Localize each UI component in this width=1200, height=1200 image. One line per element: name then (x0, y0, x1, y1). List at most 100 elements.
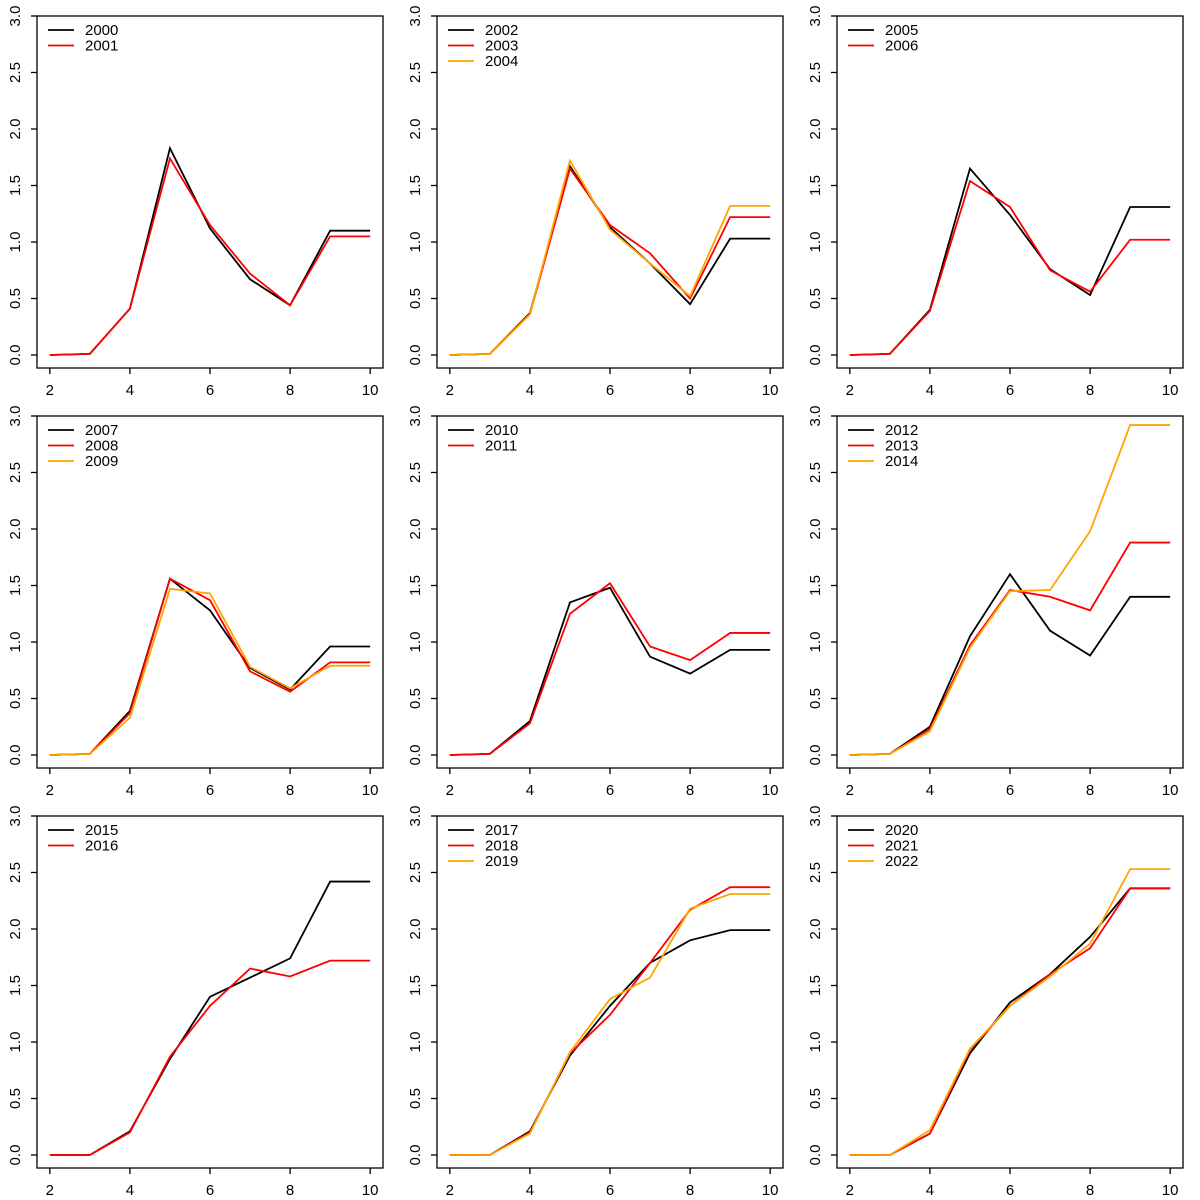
series-line-2005 (849, 166, 1171, 356)
y-axis-tick-label: 1.0 (407, 632, 424, 653)
x-axis-tick-label: 8 (286, 782, 294, 799)
legend-label-2013: 2013 (885, 438, 918, 455)
series-line-2004 (449, 158, 771, 356)
x-axis-tick-label: 2 (46, 1182, 54, 1199)
y-axis-tick-label: 1.0 (7, 232, 24, 253)
legend-label-2003: 2003 (485, 38, 518, 55)
legend-label-2019: 2019 (485, 853, 518, 870)
legend-label-2021: 2021 (885, 838, 918, 855)
y-axis-tick-label: 1.0 (807, 632, 824, 653)
chart-panel-2000-2001: 2 4 6 8 10 0.0 0.5 1.0 1.5 2.0 2.5 3.0 2000 2001 (0, 0, 400, 400)
x-axis-tick-label: 4 (126, 382, 134, 399)
legend-label-2018: 2018 (485, 838, 518, 855)
legend-label-2001: 2001 (85, 38, 118, 55)
x-axis-tick-label: 6 (606, 782, 614, 799)
series-line-2021 (849, 887, 1171, 1156)
series-line-2001 (49, 156, 371, 356)
series-line-2017 (449, 929, 771, 1156)
legend-label-2015: 2015 (85, 822, 118, 839)
y-axis-tick-label: 1.5 (7, 175, 24, 196)
y-axis-tick-label: 0.5 (407, 688, 424, 709)
x-axis-tick-label: 8 (686, 382, 694, 399)
series-line-2008 (49, 577, 371, 756)
y-axis-tick-label: 2.5 (407, 462, 424, 483)
y-axis-tick-label: 2.5 (807, 862, 824, 883)
y-axis-tick-label: 2.5 (407, 862, 424, 883)
plot-box (836, 15, 1184, 369)
chart-panel-2012-2014: 2 4 6 8 10 0.0 0.5 1.0 1.5 2.0 2.5 3.0 2012 2013 2014 (800, 400, 1200, 800)
x-axis-tick-label: 6 (1006, 782, 1014, 799)
y-axis-tick-label: 2.0 (7, 119, 24, 140)
legend-label-2016: 2016 (85, 838, 118, 855)
x-axis-tick-label: 8 (1086, 1182, 1094, 1199)
y-axis-tick-label: 1.0 (807, 232, 824, 253)
x-axis-tick-label: 10 (362, 382, 379, 399)
y-axis-tick-label: 2.0 (7, 919, 24, 940)
x-axis-tick-label: 8 (686, 1182, 694, 1199)
x-axis-tick-label: 8 (1086, 382, 1094, 399)
y-axis-tick-label: 0.0 (7, 745, 24, 766)
series-line-2014 (849, 424, 1171, 756)
series-line-2015 (49, 880, 371, 1156)
y-axis-tick-label: 0.0 (7, 345, 24, 366)
x-axis-tick-label: 4 (126, 782, 134, 799)
y-axis-tick-label: 0.0 (407, 1145, 424, 1166)
x-axis-tick-label: 10 (1162, 382, 1179, 399)
y-axis-tick-label: 1.5 (7, 975, 24, 996)
y-axis-tick-label: 2.0 (807, 919, 824, 940)
y-axis-tick-label: 1.0 (407, 232, 424, 253)
x-axis-tick-label: 6 (606, 1182, 614, 1199)
plot-box (36, 815, 384, 1169)
y-axis-tick-label: 0.0 (407, 345, 424, 366)
x-axis-tick-label: 4 (126, 1182, 134, 1199)
x-axis-tick-label: 6 (206, 382, 214, 399)
y-axis-tick-label: 1.5 (407, 575, 424, 596)
x-axis-tick-label: 2 (846, 1182, 854, 1199)
x-axis-tick-label: 10 (762, 1182, 779, 1199)
y-axis-tick-label: 3.0 (807, 6, 824, 27)
legend-label-2006: 2006 (885, 38, 918, 55)
series-line-2012 (849, 572, 1171, 756)
x-axis-tick-label: 8 (286, 1182, 294, 1199)
series-line-2018 (449, 886, 771, 1156)
y-axis-tick-label: 3.0 (407, 6, 424, 27)
chart-panel-2010-2011: 2 4 6 8 10 0.0 0.5 1.0 1.5 2.0 2.5 3.0 2010 2011 (400, 400, 800, 800)
x-axis-tick-label: 10 (362, 1182, 379, 1199)
x-axis-tick-label: 4 (926, 782, 934, 799)
plot-box (436, 415, 784, 769)
x-axis-tick-label: 8 (686, 782, 694, 799)
chart-panel-2020-2022: 2 4 6 8 10 0.0 0.5 1.0 1.5 2.0 2.5 3.0 2020 2021 2022 (800, 800, 1200, 1200)
x-axis-tick-label: 2 (446, 782, 454, 799)
series-line-2006 (849, 179, 1171, 356)
legend-label-2000: 2000 (85, 22, 118, 39)
legend-label-2005: 2005 (885, 22, 918, 39)
y-axis-tick-label: 1.0 (407, 1032, 424, 1053)
y-axis-tick-label: 1.5 (407, 175, 424, 196)
y-axis-tick-label: 3.0 (407, 806, 424, 827)
y-axis-tick-label: 2.0 (407, 119, 424, 140)
y-axis-tick-label: 3.0 (807, 406, 824, 427)
legend-label-2012: 2012 (885, 422, 918, 439)
chart-panel-2007-2009: 2 4 6 8 10 0.0 0.5 1.0 1.5 2.0 2.5 3.0 2007 2008 2009 (0, 400, 400, 800)
series-line-2020 (849, 887, 1171, 1156)
y-axis-tick-label: 0.5 (807, 688, 824, 709)
y-axis-tick-label: 2.5 (7, 462, 24, 483)
legend-label-2002: 2002 (485, 22, 518, 39)
chart-panel-2002-2004: 2 4 6 8 10 0.0 0.5 1.0 1.5 2.0 2.5 3.0 2002 2003 2004 (400, 0, 800, 400)
y-axis-tick-label: 1.0 (7, 1032, 24, 1053)
y-axis-tick-label: 1.5 (407, 975, 424, 996)
series-line-2019 (449, 893, 771, 1156)
chart-panel-2005-2006: 2 4 6 8 10 0.0 0.5 1.0 1.5 2.0 2.5 3.0 2005 2006 (800, 0, 1200, 400)
